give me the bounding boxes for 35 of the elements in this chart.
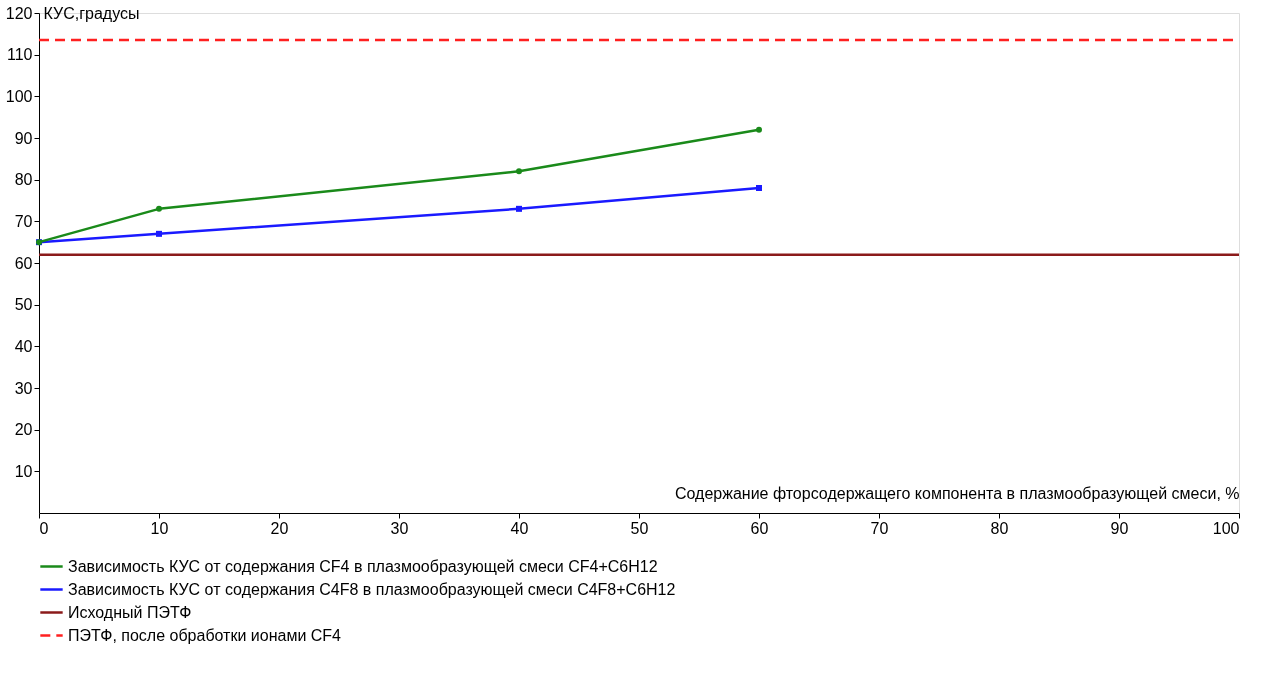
- y-tick-label: 50: [14, 296, 33, 314]
- x-axis-title: Содержание фторсодержащего компонента в плазмообразующей смеси, %: [674, 484, 1240, 502]
- x-tick-label: 20: [270, 519, 289, 537]
- x-tick-label: 50: [630, 519, 649, 537]
- y-axis-title: КУС,градусы: [43, 4, 140, 22]
- y-tick-label: 20: [14, 421, 33, 439]
- legend-label: ПЭТФ, после обработки ионами CF4: [68, 626, 342, 644]
- point: [756, 185, 762, 191]
- point: [756, 126, 762, 133]
- x-tick-label: 10: [150, 519, 169, 537]
- x-tick-label: 60: [750, 519, 769, 537]
- y-tick-label: 120: [5, 4, 33, 22]
- x-tick-label: 80: [990, 519, 1009, 537]
- x-tick-label: 70: [870, 519, 889, 537]
- y-tick-label: 10: [14, 462, 33, 480]
- legend-label: Зависимость КУС от содержания CF4 в плазмообразующей смеси CF4+C6H12: [68, 557, 658, 575]
- y-tick-label: 90: [14, 129, 33, 147]
- x-tick-label: 0: [39, 519, 49, 537]
- y-tick-label: 70: [14, 212, 33, 230]
- point: [516, 168, 522, 175]
- x-tick-label: 30: [390, 519, 409, 537]
- y-tick-label: 60: [14, 254, 33, 272]
- y-tick-label: 40: [14, 337, 33, 355]
- x-tick-label: 40: [510, 519, 529, 537]
- point: [156, 230, 162, 237]
- y-tick-label: 100: [5, 87, 33, 105]
- x-tick-label: 90: [1110, 519, 1129, 537]
- x-tick-label: 100: [1212, 519, 1240, 537]
- y-tick-label: 80: [14, 171, 33, 189]
- y-tick-label: 110: [6, 46, 33, 64]
- legend-label: Исходный ПЭТФ: [68, 603, 192, 621]
- y-tick-label: 30: [14, 379, 33, 397]
- point: [516, 205, 522, 212]
- legend-label: Зависимость КУС от содержания C4F8 в плазмообразующей смеси C4F8+C6H12: [68, 580, 676, 598]
- point: [156, 205, 162, 212]
